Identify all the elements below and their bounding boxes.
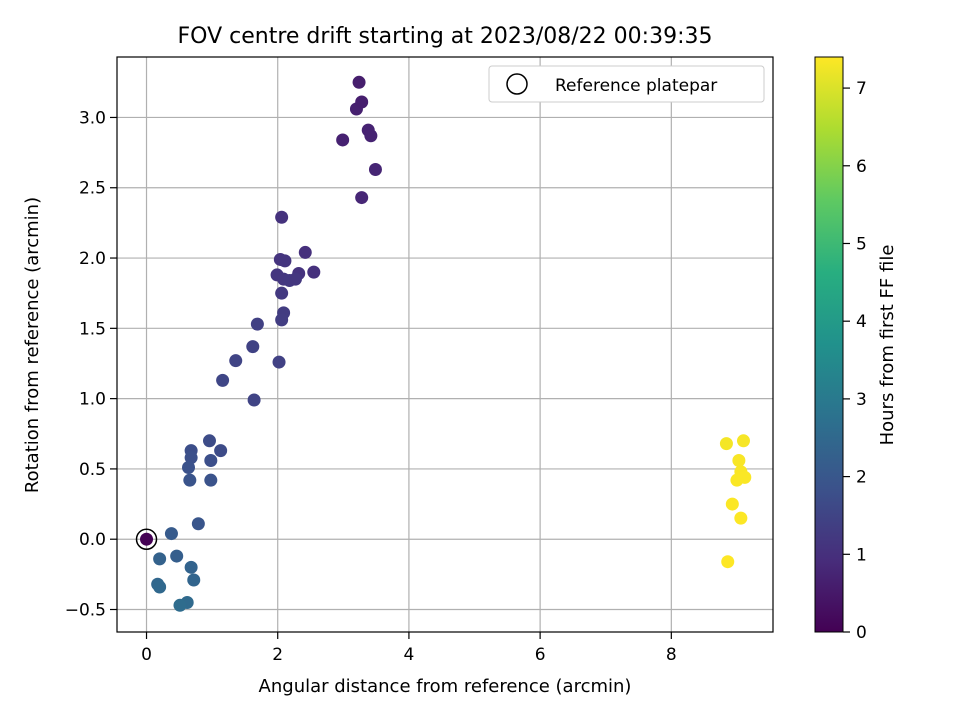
scatter-point: [272, 355, 286, 369]
scatter-point: [730, 473, 744, 487]
scatter-point: [140, 532, 154, 546]
legend: Reference platepar: [488, 65, 765, 103]
plot-frame: [116, 56, 774, 633]
scatter-point: [184, 560, 198, 574]
scatter-point: [187, 573, 201, 587]
scatter-point: [721, 555, 735, 569]
colorbar-label: Hours from first FF file: [877, 245, 898, 446]
scatter-point: [355, 95, 369, 109]
scatter-point: [170, 549, 184, 563]
x-tick-label: 6: [535, 645, 546, 665]
reference-marker: [135, 528, 158, 550]
x-tick-label: 8: [666, 645, 677, 665]
scatter-point: [364, 129, 378, 143]
scatter-point: [182, 461, 196, 475]
y-tick-label: 0.0: [79, 530, 106, 550]
scatter-point: [184, 451, 198, 465]
scatter-point: [725, 497, 739, 511]
scatter-point: [336, 133, 350, 147]
y-tick-label: 1.0: [79, 390, 106, 410]
scatter-point: [307, 265, 321, 279]
scatter-point: [173, 598, 187, 612]
scatter-point: [164, 527, 178, 541]
scatter-point: [288, 272, 302, 286]
legend-box: [488, 65, 765, 103]
scatter-point: [732, 453, 746, 467]
scatter-point: [734, 511, 748, 525]
colorbar: [814, 56, 844, 633]
x-axis-label: Angular distance from reference (arcmin): [259, 676, 632, 697]
x-tick-label: 2: [272, 645, 283, 665]
colorbar-tick-label: 2: [856, 468, 867, 488]
scatter-point: [246, 340, 260, 354]
colorbar-tick-label: 7: [856, 79, 867, 99]
y-tick-label: 2.0: [79, 249, 106, 269]
scatter-point: [275, 313, 289, 327]
scatter-point: [275, 210, 289, 224]
scatter-point: [204, 453, 218, 467]
x-tick-label: 4: [404, 645, 415, 665]
y-tick-label: 3.0: [79, 108, 106, 128]
colorbar-ticks: 0 1 2 3 4 5 6 7: [843, 79, 867, 643]
x-axis-ticks: 0 2 4 6 8: [141, 632, 677, 665]
colorbar-tick-label: 6: [856, 157, 867, 177]
chart-title: FOV centre drift starting at 2023/08/22 …: [178, 24, 713, 49]
scatter-point: [355, 191, 369, 205]
scatter-point: [183, 473, 197, 487]
scatter-point: [204, 473, 218, 487]
scatter-point: [216, 373, 230, 387]
scatter-point: [298, 245, 312, 259]
scatter-point: [719, 437, 733, 451]
legend-label-reference: Reference platepar: [555, 76, 717, 96]
colorbar-tick-label: 5: [856, 234, 867, 254]
scatter-point: [250, 317, 264, 331]
y-tick-label: −0.5: [65, 601, 106, 621]
y-tick-label: 0.5: [79, 460, 106, 480]
x-tick-label: 0: [141, 645, 152, 665]
scatter-point: [278, 254, 292, 268]
colorbar-tick-label: 4: [856, 312, 867, 332]
scatter-point: [153, 580, 167, 594]
scatter-point: [275, 286, 289, 300]
scatter-point: [214, 444, 228, 458]
y-axis-ticks: −0.5 0.0 0.5 1.0 1.5 2.0 2.5 3.0: [65, 108, 117, 621]
y-tick-label: 2.5: [79, 179, 106, 199]
grid-lines: [117, 57, 773, 632]
scatter-point: [202, 434, 216, 448]
scatter-point: [153, 552, 167, 566]
scatter-point: [247, 393, 261, 407]
scatter-point: [736, 434, 750, 448]
scatter-point: [368, 162, 382, 176]
scatter-point: [191, 517, 205, 531]
scatter-points: [140, 75, 752, 612]
y-tick-label: 1.5: [79, 319, 106, 339]
scatter-point: [352, 75, 366, 89]
colorbar-tick-label: 3: [856, 390, 867, 410]
y-axis-label: Rotation from reference (arcmin): [22, 197, 43, 493]
legend-marker-reference: [506, 73, 528, 95]
scatter-point: [229, 354, 243, 368]
colorbar-tick-label: 1: [856, 545, 867, 565]
colorbar-tick-label: 0: [856, 623, 867, 643]
